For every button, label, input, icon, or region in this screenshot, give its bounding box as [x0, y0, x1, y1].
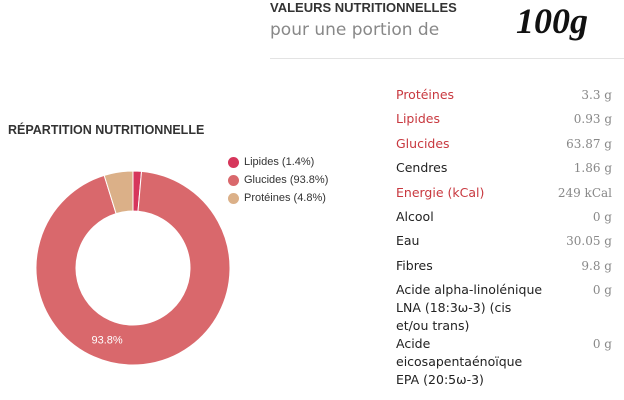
- legend-swatch: [228, 193, 239, 204]
- nutrient-value: 30.05 g: [566, 234, 612, 249]
- donut-chart: 93.8%: [35, 170, 230, 366]
- legend-entry: Glucides (93.8%): [228, 173, 348, 188]
- legend-label: Glucides (93.8%): [244, 174, 329, 186]
- nutrient-name: Acide eicosapentaénoïque EPA (20:5ω-3): [396, 336, 523, 388]
- nutrient-name: Energie (kCal): [396, 184, 485, 200]
- table-row: Acide alpha-linolénique LNA (18:3ω-3) (c…: [396, 281, 612, 335]
- nutrient-value: 0 g: [592, 283, 612, 298]
- table-row: Eau 30.05 g: [396, 232, 612, 256]
- donut-slice: [103, 170, 134, 215]
- table-row: Protéines 3.3 g: [396, 86, 612, 110]
- legend-entry: Lipides (1.4%): [228, 155, 348, 170]
- legend-label: Lipides (1.4%): [244, 156, 315, 168]
- table-row: Acide eicosapentaénoïque EPA (20:5ω-3) 0 …: [396, 335, 612, 389]
- nutrient-value: 3.3 g: [581, 88, 612, 102]
- legend-label: Protéines (4.8%): [244, 192, 326, 204]
- table-row: Fibres 9.8 g: [396, 257, 612, 281]
- portion-size: 100g: [516, 1, 588, 41]
- nutrient-name: Eau: [396, 233, 420, 249]
- nutrient-value: 9.8 g: [581, 258, 612, 273]
- divider: [270, 58, 624, 59]
- legend-swatch: [228, 175, 239, 186]
- nutrient-name: Fibres: [396, 257, 433, 273]
- header-subtitle: pour une portion de: [270, 20, 440, 40]
- nutrient-name: Lipides: [396, 111, 440, 127]
- table-row: Cendres 1.86 g: [396, 159, 612, 183]
- nutrient-value: 1.86 g: [573, 161, 612, 176]
- nutrient-name: Acide alpha-linolénique LNA (18:3ω-3) (c…: [396, 282, 543, 334]
- donut-slice: [35, 170, 230, 366]
- nutrient-name: Glucides: [396, 135, 450, 151]
- slice-label: 93.8%: [91, 334, 122, 346]
- chart-title: RÉPARTITION NUTRITIONNELLE: [8, 123, 205, 137]
- table-row: Energie (kCal) 249 kCal: [396, 184, 612, 208]
- nutrient-name: Alcool: [396, 208, 434, 224]
- legend: Lipides (1.4%) Glucides (93.8%) Protéines …: [228, 155, 348, 209]
- nutrition-table: Protéines 3.3 g Lipides 0.93 g Glucides 63.87…: [396, 86, 612, 389]
- legend-entry: Protéines (4.8%): [228, 191, 348, 206]
- header-title: VALEURS NUTRITIONNELLES: [270, 0, 457, 15]
- nutrient-value: 0 g: [592, 337, 612, 352]
- legend-swatch: [228, 157, 239, 168]
- nutrient-value: 63.87 g: [566, 136, 612, 151]
- table-row: Lipides 0.93 g: [396, 110, 612, 134]
- nutrient-value: 0 g: [592, 209, 612, 224]
- nutrient-value: 249 kCal: [557, 185, 612, 200]
- nutrient-value: 0.93 g: [573, 112, 612, 127]
- table-row: Alcool 0 g: [396, 208, 612, 232]
- nutrient-name: Cendres: [396, 160, 448, 176]
- table-row: Glucides 63.87 g: [396, 135, 612, 159]
- nutrient-name: Protéines: [396, 87, 455, 102]
